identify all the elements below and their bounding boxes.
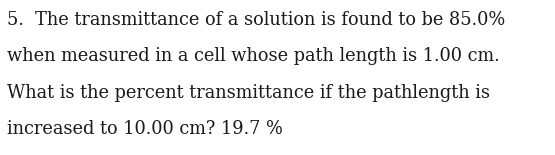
Text: when measured in a cell whose path length is 1.00 cm.: when measured in a cell whose path lengt…: [7, 47, 500, 65]
Text: 5.  The transmittance of a solution is found to be 85.0%: 5. The transmittance of a solution is fo…: [7, 11, 505, 29]
Text: increased to 10.00 cm? 19.7 %: increased to 10.00 cm? 19.7 %: [7, 120, 282, 138]
Text: What is the percent transmittance if the pathlength is: What is the percent transmittance if the…: [7, 84, 490, 102]
